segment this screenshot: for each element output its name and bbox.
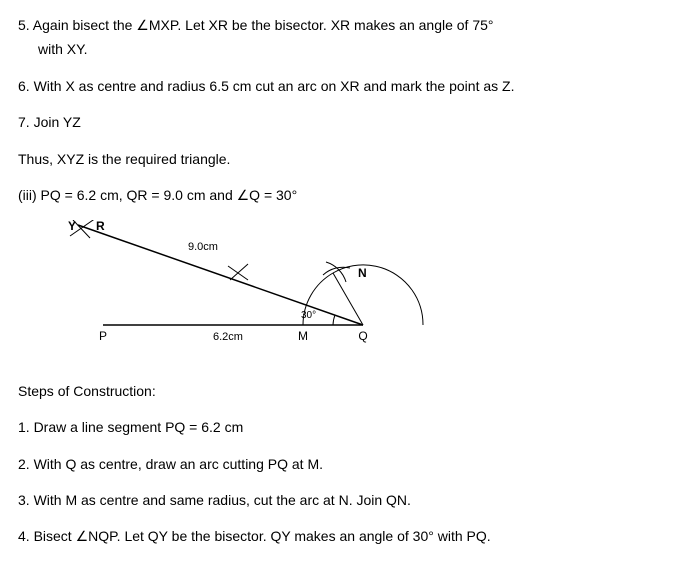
label-N: N (358, 266, 367, 280)
cstep-1: 1. Draw a line segment PQ = 6.2 cm (18, 416, 668, 438)
triangle-diagram: P Q M N R Y 6.2cm 9.0cm 30° (68, 220, 668, 361)
cstep-2: 2. With Q as centre, draw an arc cutting… (18, 453, 668, 475)
label-Q: Q (358, 329, 367, 343)
cstep-4: 4. Bisect ∠NQP. Let QY be the bisector. … (18, 525, 668, 547)
step-5b-text: with XY. (18, 38, 668, 60)
conclusion-1: Thus, XYZ is the required triangle. (18, 148, 668, 170)
measure-qr: 9.0cm (188, 241, 218, 253)
measure-pq: 6.2cm (213, 331, 243, 343)
label-R: R (96, 220, 105, 233)
label-M: M (298, 329, 308, 343)
angle-label: 30° (301, 310, 316, 321)
step-5-text: 5. Again bisect the ∠MXP. Let XR be the … (18, 14, 668, 36)
part-3-heading: (iii) PQ = 6.2 cm, QR = 9.0 cm and ∠Q = … (18, 184, 668, 206)
cstep-3: 3. With M as centre and same radius, cut… (18, 489, 668, 511)
step-6-text: 6. With X as centre and radius 6.5 cm cu… (18, 75, 668, 97)
label-P: P (99, 329, 107, 343)
step-7-text: 7. Join YZ (18, 111, 668, 133)
construction-heading: Steps of Construction: (18, 380, 668, 402)
label-Y: Y (68, 220, 76, 233)
